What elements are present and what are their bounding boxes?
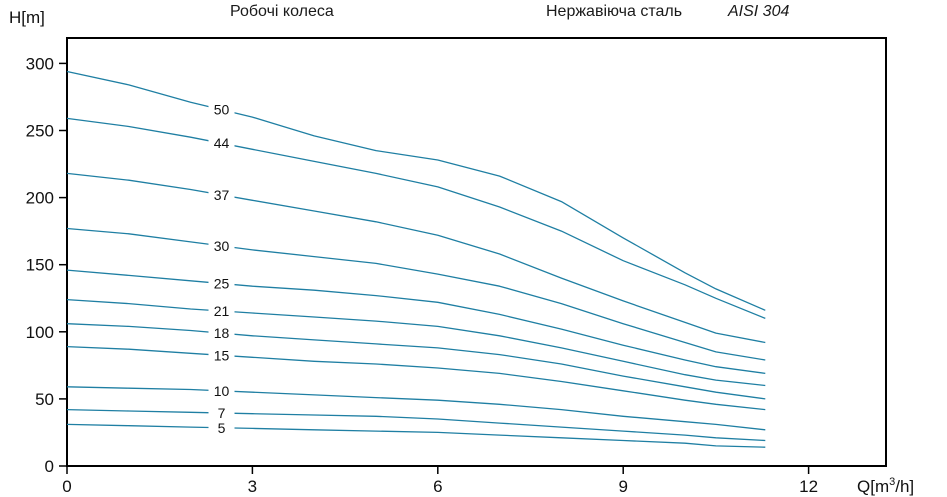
curve-label-bg xyxy=(208,135,235,152)
curve-25 xyxy=(66,269,766,375)
curve-label-44: 44 xyxy=(214,135,230,151)
x-axis-title: Q[m3/h] xyxy=(857,476,914,496)
curve-label-7: 7 xyxy=(218,405,226,421)
curve-label-bg xyxy=(208,419,235,436)
material-label: Нержавіюча сталь xyxy=(546,3,683,20)
curve-label-bg xyxy=(208,325,235,342)
curve-label-bg xyxy=(208,186,235,203)
curve-7 xyxy=(66,408,766,442)
curve-label-bg xyxy=(208,275,235,292)
y-tick-label: 0 xyxy=(45,457,54,476)
y-tick-label: 250 xyxy=(26,122,54,141)
y-axis-ticks: 0 50 100 150 200 250 300 xyxy=(26,54,67,476)
x-tick-label: 0 xyxy=(62,477,71,496)
curve-label-25: 25 xyxy=(214,275,230,291)
curve-label-30: 30 xyxy=(214,238,230,254)
curve-15 xyxy=(66,345,766,411)
curve-50 xyxy=(66,70,766,311)
y-tick-label: 200 xyxy=(26,189,54,208)
curve-18 xyxy=(66,323,766,400)
y-tick-label: 150 xyxy=(26,256,54,275)
curve-37 xyxy=(66,172,766,344)
impellers-label: Робочі колеса xyxy=(230,3,334,20)
curve-10 xyxy=(66,386,766,431)
curve-30 xyxy=(66,227,766,361)
curve-label-5: 5 xyxy=(218,420,226,436)
curve-label-bg xyxy=(208,382,235,399)
y-tick-label: 50 xyxy=(35,390,54,409)
curve-label-50: 50 xyxy=(214,102,230,118)
curve-label-bg xyxy=(208,101,235,118)
y-tick-label: 100 xyxy=(26,323,54,342)
curve-label-bg xyxy=(208,302,235,319)
curve-label-bg xyxy=(208,237,235,254)
x-tick-label: 6 xyxy=(433,477,442,496)
material-grade: AISI 304 xyxy=(728,3,790,20)
curves xyxy=(66,70,766,448)
y-axis-title: H[m] xyxy=(9,8,45,27)
curve-label-bg xyxy=(208,404,235,421)
curve-label-21: 21 xyxy=(214,303,230,319)
curve-5 xyxy=(66,423,766,448)
x-tick-label: 3 xyxy=(248,477,257,496)
curve-label-18: 18 xyxy=(214,325,230,341)
plot-frame xyxy=(66,37,887,467)
curve-21 xyxy=(66,298,766,387)
x-tick-label: 9 xyxy=(618,477,627,496)
curve-labels: 50 44 37 30 25 21 18 15 10 75 xyxy=(208,101,235,436)
x-axis-ticks: 0 3 6 9 12 xyxy=(62,466,818,496)
curve-label-bg xyxy=(208,347,235,364)
curve-label-10: 10 xyxy=(214,383,230,399)
y-tick-label: 300 xyxy=(26,54,54,73)
curve-label-15: 15 xyxy=(214,347,230,363)
curve-44 xyxy=(66,117,766,320)
curve-label-37: 37 xyxy=(214,187,230,203)
x-tick-label: 12 xyxy=(799,477,818,496)
